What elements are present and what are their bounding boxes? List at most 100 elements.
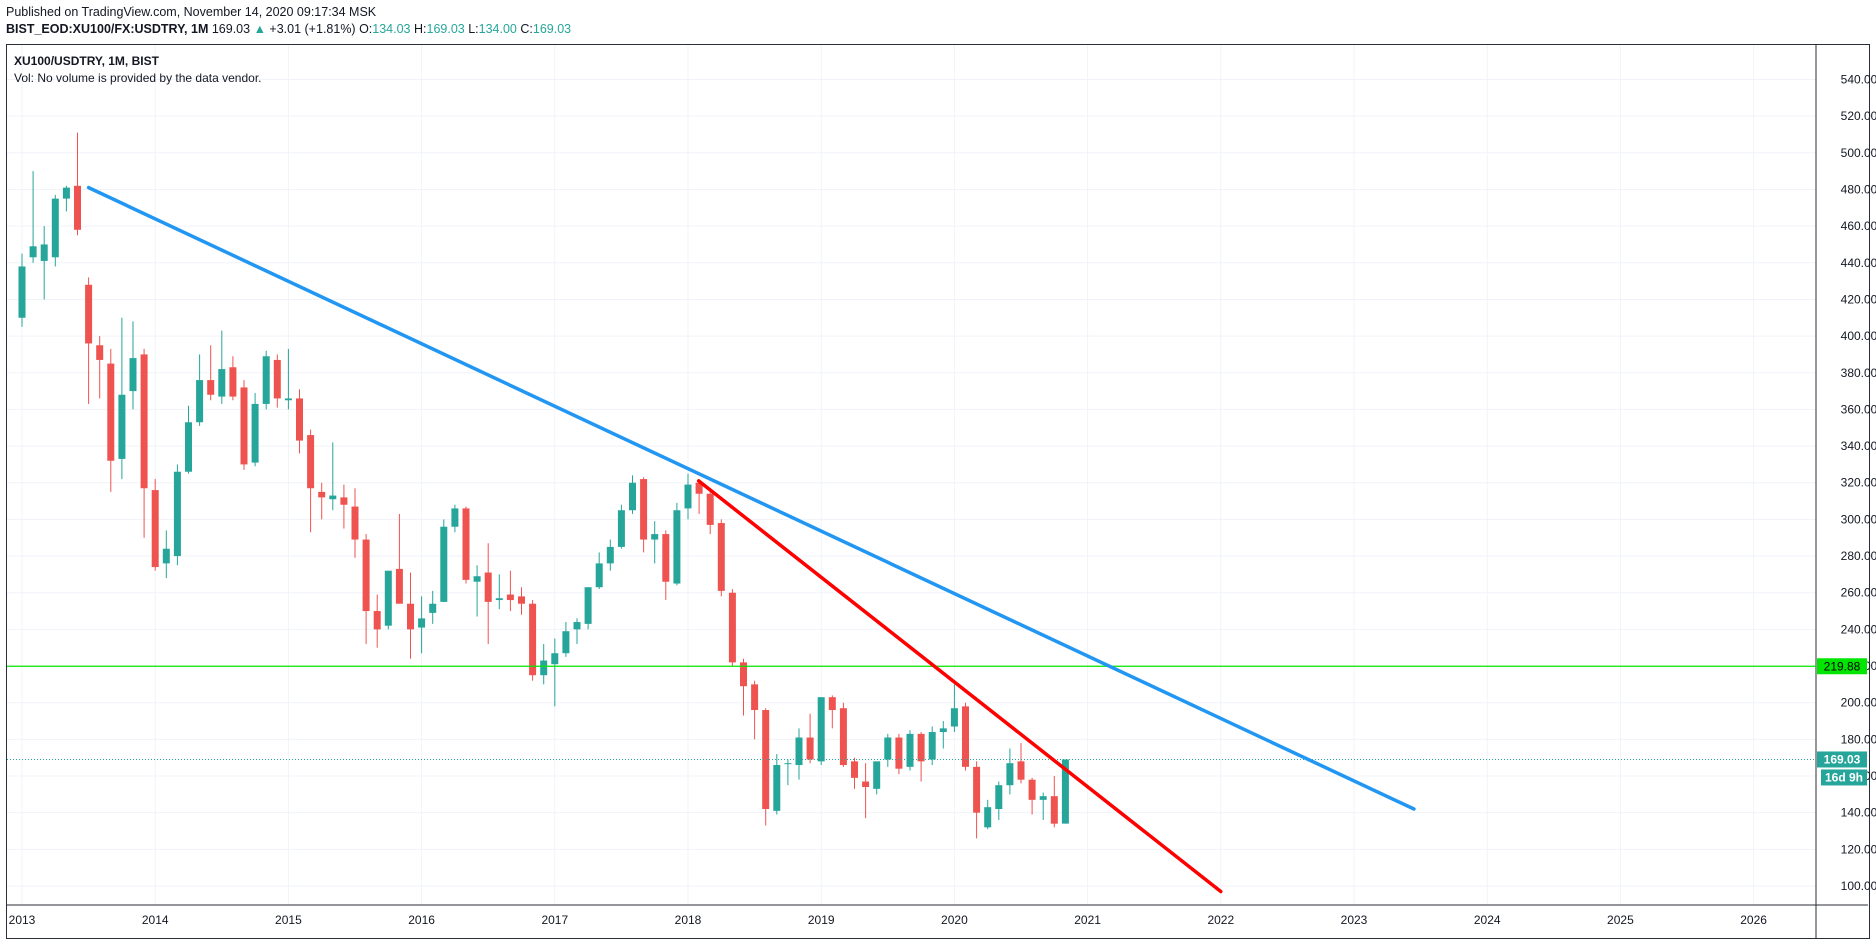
candle-body	[673, 510, 681, 584]
candle-body	[329, 495, 337, 500]
x-tick-label: 2025	[1607, 913, 1634, 927]
y-tick-label: 140.00	[1841, 806, 1876, 820]
y-tick-label: 360.00	[1841, 402, 1876, 416]
x-tick-label: 2016	[408, 913, 435, 927]
candle-body	[85, 284, 93, 344]
symbol-text: BIST_EOD:XU100/FX:USDTRY, 1M	[6, 22, 209, 36]
candle-body	[984, 807, 992, 828]
candle-body	[684, 484, 692, 509]
candle-body	[296, 398, 303, 441]
candle-body	[440, 526, 448, 602]
candle-body	[162, 548, 170, 564]
candle-body	[717, 523, 725, 591]
candle-body	[1006, 763, 1014, 786]
up-arrow-icon: ▲	[253, 22, 266, 36]
x-tick-label: 2014	[142, 913, 169, 927]
y-tick-label: 400.00	[1841, 329, 1876, 343]
candle-body	[529, 603, 537, 676]
close-text: 169.03	[211, 22, 251, 36]
y-tick-label: 180.00	[1841, 732, 1876, 746]
y-tick-label: 440.00	[1841, 256, 1876, 270]
candle-body	[118, 394, 126, 459]
candle-body	[584, 587, 592, 624]
candle-body	[962, 706, 969, 767]
candle-body	[795, 737, 803, 766]
horizontal-level-badge	[1817, 658, 1867, 675]
candle-body	[196, 380, 204, 423]
x-tick-label: 2019	[808, 913, 835, 927]
legend-title[interactable]: XU100/USDTRY, 1M, BIST	[14, 54, 159, 68]
candle-body	[895, 737, 903, 769]
candle-body	[262, 356, 270, 404]
candle-body	[595, 563, 603, 588]
candle-body	[1061, 759, 1069, 824]
close-value: 169.03	[532, 22, 572, 36]
candle-body	[784, 763, 792, 765]
candle-body	[839, 708, 847, 766]
candle-body	[906, 733, 914, 767]
candle-body	[418, 618, 426, 628]
candle-body	[751, 684, 759, 711]
candle-body	[307, 435, 315, 489]
y-tick-label: 480.00	[1841, 182, 1876, 196]
x-tick-label: 2023	[1341, 913, 1368, 927]
candle-body	[151, 490, 159, 568]
candle-body	[451, 508, 459, 527]
high-label: H:	[414, 22, 427, 36]
candle-body	[629, 482, 636, 511]
candle-body	[273, 359, 281, 399]
candle-body	[429, 603, 437, 613]
candle-body	[29, 246, 37, 258]
candle-body	[973, 766, 981, 813]
chart-frame[interactable]	[6, 44, 1870, 939]
candle-body	[40, 244, 48, 261]
candle-body	[562, 631, 570, 654]
candle-body	[828, 697, 836, 711]
candle-body	[351, 506, 359, 540]
candle-body	[950, 708, 958, 727]
candle-body	[662, 534, 670, 582]
candle-body	[928, 732, 936, 760]
publish-line: Published on TradingView.com, November 1…	[6, 5, 377, 19]
candle-body	[862, 781, 870, 788]
candle-body	[129, 358, 137, 392]
x-tick-label: 2015	[275, 913, 302, 927]
candle-body	[484, 572, 492, 602]
y-tick-label: 280.00	[1841, 549, 1876, 563]
candle-body	[884, 737, 892, 760]
close-label: C:	[520, 22, 533, 36]
candle-body	[773, 765, 781, 811]
candle-body	[318, 491, 326, 498]
high-value: 169.03	[426, 22, 465, 36]
red-trendline	[696, 479, 1223, 894]
y-tick-label: 380.00	[1841, 366, 1876, 380]
candle-body	[939, 728, 947, 733]
candle-body	[384, 570, 392, 626]
candle-body	[1028, 779, 1036, 800]
candle-body	[218, 369, 226, 397]
x-tick-label: 2024	[1474, 913, 1501, 927]
candle-body	[51, 198, 59, 258]
last-price-label: 169.03	[1824, 752, 1861, 766]
x-tick-label: 2022	[1207, 913, 1234, 927]
candle-body	[229, 367, 237, 397]
candle-body	[617, 510, 625, 547]
y-tick-label: 500.00	[1841, 146, 1876, 160]
candle-body	[284, 398, 292, 401]
last-price-badge	[1817, 751, 1867, 768]
candle-body	[551, 653, 559, 665]
candle-body	[728, 592, 736, 663]
blue-trendline	[86, 185, 1416, 811]
low-value: 134.00	[478, 22, 517, 36]
x-tick-label: 2020	[941, 913, 968, 927]
candle-body	[373, 611, 381, 630]
candle-body	[995, 785, 1003, 810]
x-tick-label: 2026	[1740, 913, 1767, 927]
candle-body	[1017, 761, 1025, 780]
candle-body	[540, 660, 548, 676]
candle-body	[240, 387, 248, 465]
symbol-ohlc-line: BIST_EOD:XU100/FX:USDTRY, 1M 169.03 ▲ +3…	[6, 21, 571, 38]
candle-body	[185, 422, 192, 472]
candle-body	[640, 479, 648, 540]
